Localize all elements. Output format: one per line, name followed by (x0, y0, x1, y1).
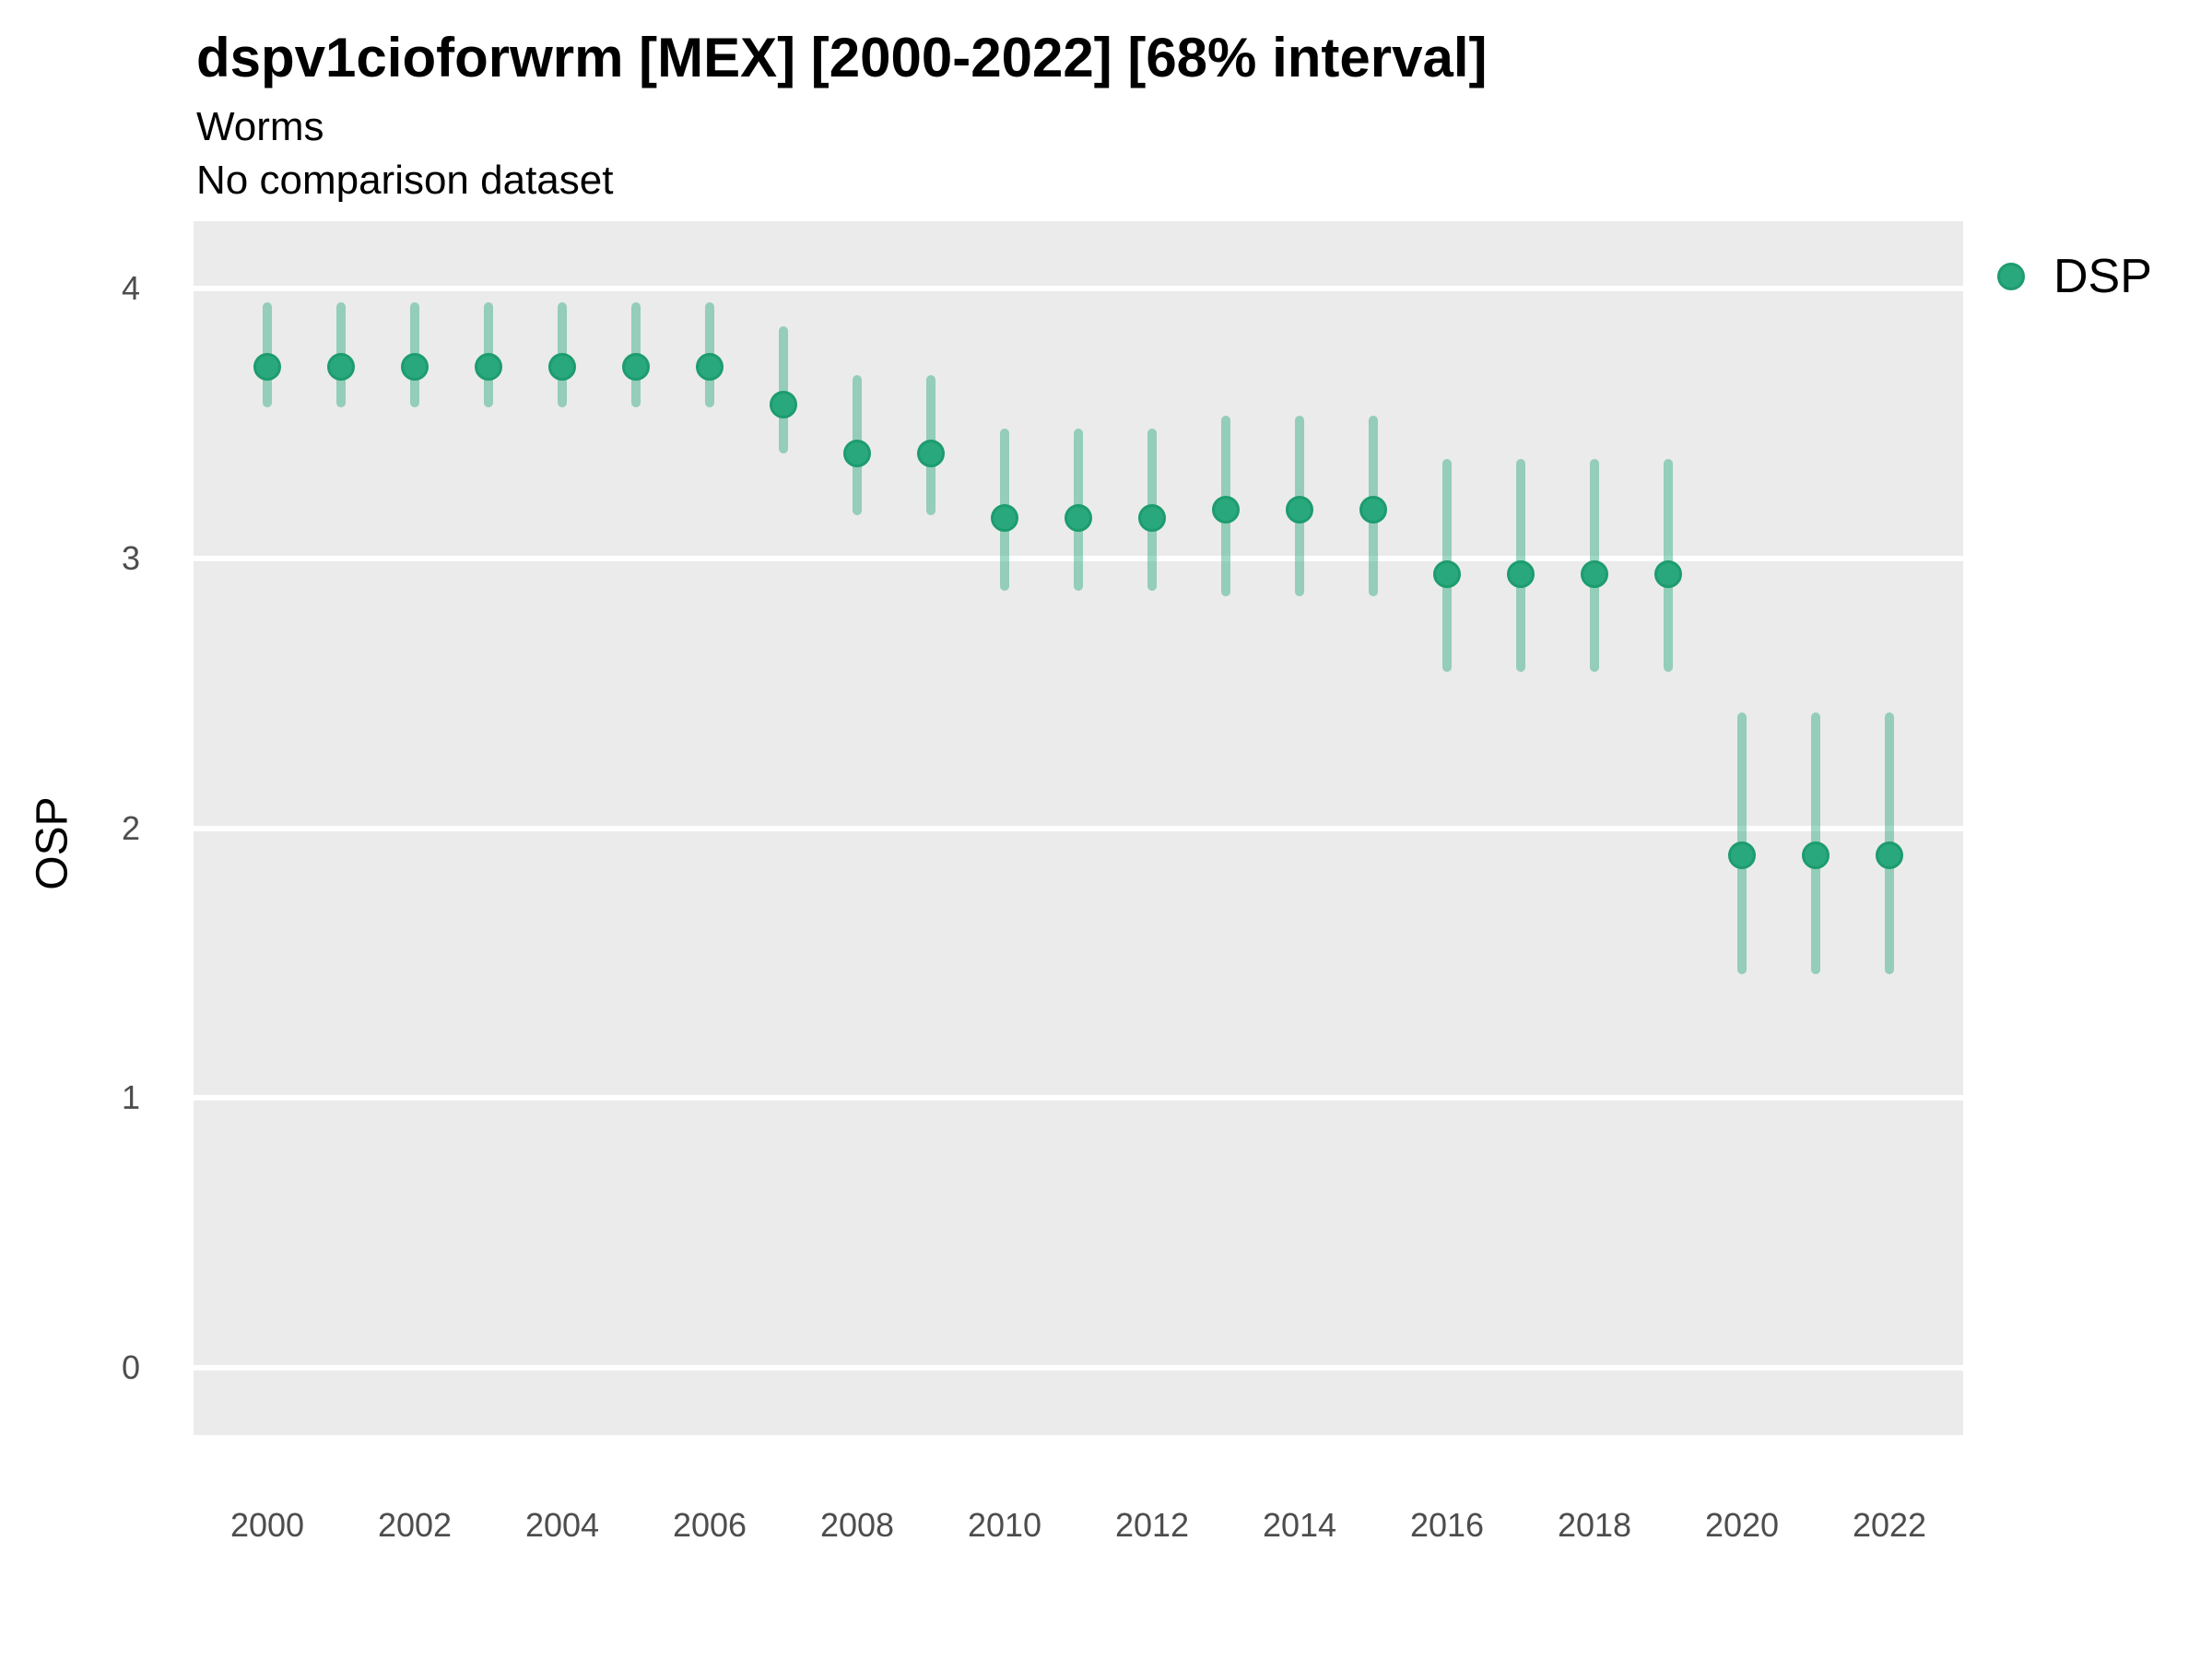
y-tick-label-2: 2 (121, 808, 140, 847)
x-tick-label-2020: 2020 (1704, 1506, 1780, 1544)
y-tick-label-4: 4 (121, 269, 140, 308)
plot-panel (194, 221, 1963, 1435)
x-tick-label-2012: 2012 (1114, 1506, 1190, 1544)
y-tick-label-1: 1 (121, 1078, 140, 1117)
y-tick-label-3: 3 (121, 538, 140, 577)
page-title: dspv1cioforwrm [MEX] [2000-2022] [68% in… (196, 27, 1488, 88)
x-tick-label-2004: 2004 (524, 1506, 600, 1544)
x-tick-label-2008: 2008 (819, 1506, 895, 1544)
x-tick-label-2016: 2016 (1409, 1506, 1485, 1544)
y-tick-label-0: 0 (121, 1347, 140, 1386)
x-tick-label-2000: 2000 (229, 1506, 305, 1544)
gridline-y-1 (194, 1095, 1963, 1101)
chart-subtitle: Worms (196, 104, 324, 149)
x-tick-label-2022: 2022 (1852, 1506, 1927, 1544)
x-tick-label-2014: 2014 (1262, 1506, 1337, 1544)
gridline-y-4 (194, 286, 1963, 292)
x-tick-label-2010: 2010 (967, 1506, 1042, 1544)
gridline-y-0 (194, 1364, 1963, 1371)
legend-label: DSP (2053, 250, 2152, 303)
x-tick-label-2002: 2002 (377, 1506, 453, 1544)
x-tick-label-2006: 2006 (672, 1506, 747, 1544)
legend-circle-icon (1997, 263, 2025, 290)
chart-comparison-note: No comparison dataset (196, 158, 614, 203)
gridline-y-3 (194, 555, 1963, 561)
gridline-y-2 (194, 825, 1963, 831)
x-tick-label-2018: 2018 (1557, 1506, 1632, 1544)
